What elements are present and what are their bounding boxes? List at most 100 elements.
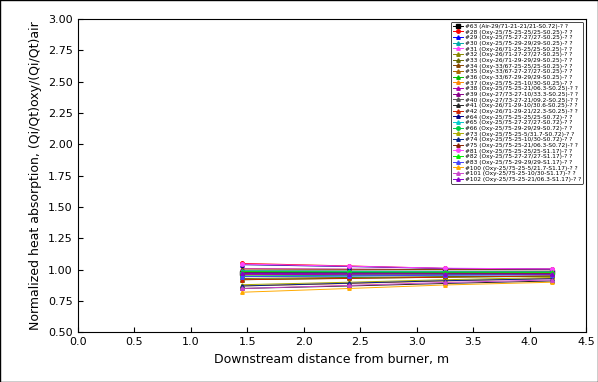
Line: #32 (Oxy-26/71-27-27/27-S0.25)-? ?: #32 (Oxy-26/71-27-27/27-S0.25)-? ? [240, 272, 554, 276]
#73 (Oxy-25/75-25-5/31.7-S0.72)-? ? [345, 280, 352, 285]
#102 (Oxy-25/75-25-21/06.3-S1.17)-? ? [548, 272, 556, 277]
#33 (Oxy-26/71-29-29/29-S0.25)-? ? [238, 276, 245, 281]
#83 (Oxy-25/75-29-29/29-S1.17)-? ? [548, 272, 556, 277]
#36 (Oxy-33/67-29-29/29-S0.25)-? ? [441, 275, 448, 280]
#81 (Oxy-25/75-25-25/25-S1.17)-? ? [441, 266, 448, 270]
#63 (Air-29/71-21-21/21-S0.72)-? ? [548, 270, 556, 275]
#32 (Oxy-26/71-27-27/27-S0.25)-? ? [345, 271, 352, 276]
#75 (Oxy-25/75-25-21/06.3-S0.72)-? ? [345, 271, 352, 275]
#28 (Oxy-25/75-25-25/25-S0.25)-? ? [548, 267, 556, 271]
#29 (Oxy-25/75-27-27/27-S0.25)-? ? [548, 270, 556, 275]
#40 (Oxy-27/73-27-21/09.2-S0.25)-? ? [441, 269, 448, 274]
#73 (Oxy-25/75-25-5/31.7-S0.72)-? ? [441, 277, 448, 282]
#65 (Oxy-25/75-27-27/27-S0.72)-? ? [548, 270, 556, 274]
#101 (Oxy-25/75-25-10/30-S1.17)-? ? [548, 278, 556, 282]
Line: #34 (Oxy-33/67-25-25/25-S0.25)-? ?: #34 (Oxy-33/67-25-25/25-S0.25)-? ? [240, 267, 554, 272]
Line: #73 (Oxy-25/75-25-5/31.7-S0.72)-? ?: #73 (Oxy-25/75-25-5/31.7-S0.72)-? ? [240, 276, 554, 286]
#35 (Oxy-33/67-27-27/27-S0.25)-? ? [238, 272, 245, 277]
Line: #101 (Oxy-25/75-25-10/30-S1.17)-? ?: #101 (Oxy-25/75-25-10/30-S1.17)-? ? [240, 278, 554, 290]
#74 (Oxy-25/75-25-10/30-S0.72)-? ? [345, 281, 352, 285]
#39 (Oxy-27/73-27-10/33.3-S0.25)-? ? [548, 270, 556, 275]
#81 (Oxy-25/75-25-25/25-S1.17)-? ? [345, 264, 352, 269]
#33 (Oxy-26/71-29-29/29-S0.25)-? ? [345, 275, 352, 280]
#39 (Oxy-27/73-27-10/33.3-S0.25)-? ? [238, 269, 245, 274]
#34 (Oxy-33/67-25-25/25-S0.25)-? ? [345, 267, 352, 272]
Line: #39 (Oxy-27/73-27-10/33.3-S0.25)-? ?: #39 (Oxy-27/73-27-10/33.3-S0.25)-? ? [240, 270, 554, 274]
Line: #63 (Air-29/71-21-21/21-S0.72)-? ?: #63 (Air-29/71-21-21/21-S0.72)-? ? [240, 270, 554, 275]
#102 (Oxy-25/75-25-21/06.3-S1.17)-? ? [441, 272, 448, 276]
Line: #81 (Oxy-25/75-25-25/25-S1.17)-? ?: #81 (Oxy-25/75-25-25/25-S1.17)-? ? [240, 262, 554, 271]
#36 (Oxy-33/67-29-29/29-S0.25)-? ? [238, 277, 245, 282]
Line: #83 (Oxy-25/75-29-29/29-S1.17)-? ?: #83 (Oxy-25/75-29-29/29-S1.17)-? ? [240, 273, 554, 278]
#100 (Oxy-25/75-25-5/21.7-S1.17)-? ? [238, 290, 245, 295]
#64 (Oxy-25/75-25-25/25-S0.72)-? ? [548, 267, 556, 271]
Line: #28 (Oxy-25/75-25-25/25-S0.25)-? ?: #28 (Oxy-25/75-25-25/25-S0.25)-? ? [240, 262, 554, 271]
Line: #30 (Oxy-25/75-29-29/29-S0.25)-? ?: #30 (Oxy-25/75-29-29/29-S0.25)-? ? [240, 273, 554, 278]
#82 (Oxy-25/75-27-27/27-S1.17)-? ? [441, 270, 448, 275]
#75 (Oxy-25/75-25-21/06.3-S0.72)-? ? [441, 271, 448, 276]
#32 (Oxy-26/71-27-27/27-S0.25)-? ? [238, 272, 245, 276]
#100 (Oxy-25/75-25-5/21.7-S1.17)-? ? [345, 286, 352, 291]
#34 (Oxy-33/67-25-25/25-S0.25)-? ? [238, 267, 245, 271]
#38 (Oxy-25/75-25-21/06.3-S0.25)-? ? [238, 272, 245, 277]
#38 (Oxy-25/75-25-21/06.3-S0.25)-? ? [345, 272, 352, 277]
#29 (Oxy-25/75-27-27/27-S0.25)-? ? [441, 270, 448, 275]
Line: #82 (Oxy-25/75-27-27/27-S1.17)-? ?: #82 (Oxy-25/75-27-27/27-S1.17)-? ? [240, 270, 554, 274]
#42 (Oxy-26/71-29-21/22.3-S0.25)-? ? [548, 274, 556, 278]
#41 (Oxy-26/71-29-10/30.6-S0.25)-? ? [238, 286, 245, 291]
Line: #33 (Oxy-26/71-29-29/29-S0.25)-? ?: #33 (Oxy-26/71-29-29/29-S0.25)-? ? [240, 274, 554, 280]
#42 (Oxy-26/71-29-21/22.3-S0.25)-? ? [238, 277, 245, 282]
#74 (Oxy-25/75-25-10/30-S0.72)-? ? [548, 277, 556, 281]
#83 (Oxy-25/75-29-29/29-S1.17)-? ? [345, 274, 352, 278]
#81 (Oxy-25/75-25-25/25-S1.17)-? ? [238, 262, 245, 266]
#75 (Oxy-25/75-25-21/06.3-S0.72)-? ? [548, 271, 556, 276]
#38 (Oxy-25/75-25-21/06.3-S0.25)-? ? [548, 271, 556, 276]
#73 (Oxy-25/75-25-5/31.7-S0.72)-? ? [238, 282, 245, 287]
#28 (Oxy-25/75-25-25/25-S0.25)-? ? [441, 266, 448, 271]
#31 (Oxy-26/71-25-25/25-S0.25)-? ? [345, 267, 352, 271]
Line: #37 (Oxy-25/75-25-10/30-S0.25)-? ?: #37 (Oxy-25/75-25-10/30-S0.25)-? ? [240, 277, 554, 288]
#82 (Oxy-25/75-27-27/27-S1.17)-? ? [548, 270, 556, 275]
#42 (Oxy-26/71-29-21/22.3-S0.25)-? ? [441, 275, 448, 280]
#37 (Oxy-25/75-25-10/30-S0.25)-? ? [548, 276, 556, 281]
#64 (Oxy-25/75-25-25/25-S0.72)-? ? [441, 266, 448, 271]
#35 (Oxy-33/67-27-27/27-S0.25)-? ? [441, 272, 448, 276]
#82 (Oxy-25/75-27-27/27-S1.17)-? ? [345, 270, 352, 274]
#37 (Oxy-25/75-25-10/30-S0.25)-? ? [345, 281, 352, 286]
#102 (Oxy-25/75-25-21/06.3-S1.17)-? ? [345, 271, 352, 276]
#83 (Oxy-25/75-29-29/29-S1.17)-? ? [441, 273, 448, 277]
#63 (Air-29/71-21-21/21-S0.72)-? ? [345, 270, 352, 275]
#102 (Oxy-25/75-25-21/06.3-S1.17)-? ? [238, 271, 245, 276]
Line: #64 (Oxy-25/75-25-25/25-S0.72)-? ?: #64 (Oxy-25/75-25-25/25-S0.72)-? ? [240, 263, 554, 271]
Line: #29 (Oxy-25/75-27-27/27-S0.25)-? ?: #29 (Oxy-25/75-27-27/27-S0.25)-? ? [240, 270, 554, 274]
#29 (Oxy-25/75-27-27/27-S0.25)-? ? [345, 270, 352, 275]
Line: #36 (Oxy-33/67-29-29/29-S0.25)-? ?: #36 (Oxy-33/67-29-29/29-S0.25)-? ? [240, 275, 554, 282]
#28 (Oxy-25/75-25-25/25-S0.25)-? ? [345, 264, 352, 268]
Line: #102 (Oxy-25/75-25-21/06.3-S1.17)-? ?: #102 (Oxy-25/75-25-21/06.3-S1.17)-? ? [240, 272, 554, 276]
#73 (Oxy-25/75-25-5/31.7-S0.72)-? ? [548, 275, 556, 280]
#100 (Oxy-25/75-25-5/21.7-S1.17)-? ? [441, 283, 448, 287]
Line: #38 (Oxy-25/75-25-21/06.3-S0.25)-? ?: #38 (Oxy-25/75-25-21/06.3-S0.25)-? ? [240, 272, 554, 277]
#33 (Oxy-26/71-29-29/29-S0.25)-? ? [548, 274, 556, 278]
#35 (Oxy-33/67-27-27/27-S0.25)-? ? [345, 272, 352, 277]
#66 (Oxy-25/75-29-29/29-S0.72)-? ? [441, 272, 448, 277]
#34 (Oxy-33/67-25-25/25-S0.25)-? ? [548, 267, 556, 272]
Line: #42 (Oxy-26/71-29-21/22.3-S0.25)-? ?: #42 (Oxy-26/71-29-21/22.3-S0.25)-? ? [240, 274, 554, 282]
#100 (Oxy-25/75-25-5/21.7-S1.17)-? ? [548, 280, 556, 285]
#28 (Oxy-25/75-25-25/25-S0.25)-? ? [238, 261, 245, 266]
#36 (Oxy-33/67-29-29/29-S0.25)-? ? [345, 276, 352, 280]
X-axis label: Downstream distance from burner, m: Downstream distance from burner, m [214, 353, 450, 366]
Line: #100 (Oxy-25/75-25-5/21.7-S1.17)-? ?: #100 (Oxy-25/75-25-5/21.7-S1.17)-? ? [240, 280, 554, 294]
#38 (Oxy-25/75-25-21/06.3-S0.25)-? ? [441, 272, 448, 276]
Line: #40 (Oxy-27/73-27-21/09.2-S0.25)-? ?: #40 (Oxy-27/73-27-21/09.2-S0.25)-? ? [240, 269, 554, 273]
#63 (Air-29/71-21-21/21-S0.72)-? ? [238, 271, 245, 275]
#41 (Oxy-26/71-29-10/30.6-S0.25)-? ? [345, 284, 352, 288]
#63 (Air-29/71-21-21/21-S0.72)-? ? [441, 270, 448, 275]
#82 (Oxy-25/75-27-27/27-S1.17)-? ? [238, 269, 245, 274]
#75 (Oxy-25/75-25-21/06.3-S0.72)-? ? [238, 270, 245, 275]
#40 (Oxy-27/73-27-21/09.2-S0.25)-? ? [548, 269, 556, 274]
#41 (Oxy-26/71-29-10/30.6-S0.25)-? ? [548, 279, 556, 283]
#41 (Oxy-26/71-29-10/30.6-S0.25)-? ? [441, 281, 448, 286]
Line: #35 (Oxy-33/67-27-27/27-S0.25)-? ?: #35 (Oxy-33/67-27-27/27-S0.25)-? ? [240, 272, 554, 277]
#32 (Oxy-26/71-27-27/27-S0.25)-? ? [441, 271, 448, 276]
